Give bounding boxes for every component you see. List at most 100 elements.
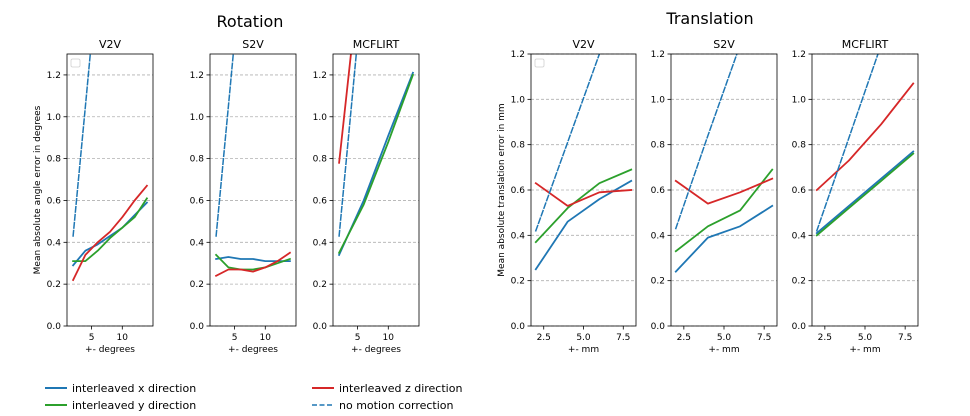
series-line [72, 197, 149, 263]
y-tick-label: 0.2 [313, 280, 327, 290]
y-tick-label: 0.6 [190, 196, 205, 206]
y-tick-label: 0.4 [313, 238, 328, 248]
series-line [337, 71, 415, 257]
y-tick-label: 0.8 [511, 141, 526, 151]
series-line [534, 54, 601, 232]
x-axis-label: +- degrees [228, 345, 278, 355]
series-line [674, 177, 774, 205]
legend-label: interleaved z direction [339, 382, 462, 395]
legend: interleaved x direction interleaved y dir… [45, 382, 462, 412]
y-tick-label: 0.0 [190, 322, 205, 332]
x-tick-label: 5 [232, 333, 238, 343]
axes-frame [530, 53, 637, 327]
x-tick-label: 2.5 [818, 333, 832, 343]
y-tick-label: 0.6 [313, 196, 328, 206]
x-tick-label: 2.5 [537, 333, 551, 343]
series-group [214, 54, 292, 278]
x-tick-label: 2.5 [677, 333, 691, 343]
y-tick-label: 1.0 [651, 95, 666, 105]
x-tick-label: 5.0 [576, 333, 591, 343]
x-tick-label: 10 [383, 333, 395, 343]
series-group [534, 54, 633, 271]
series-group [815, 54, 915, 237]
y-tick-label: 0.4 [792, 231, 807, 241]
axes-frame [332, 53, 420, 327]
x-tick-label: 5 [355, 333, 361, 343]
y-tick-label: 1.2 [47, 71, 61, 81]
y-tick-label: 0.8 [190, 155, 205, 165]
y-tick-label: 0.4 [190, 238, 205, 248]
y-tick-label: 0.2 [511, 277, 525, 287]
y-axis-label: Mean absolute translation error in mm [497, 103, 507, 276]
y-tick-label: 0.6 [792, 186, 807, 196]
y-tick-label: 0.0 [47, 322, 62, 332]
group-title-translation: Translation [665, 9, 753, 28]
series-line [534, 179, 633, 271]
series-line [534, 181, 633, 207]
y-tick-label: 0.8 [792, 141, 807, 151]
series-line [214, 253, 292, 271]
y-tick-label: 0.8 [47, 155, 62, 165]
series-line [214, 251, 292, 278]
series-line [71, 201, 149, 267]
y-tick-label: 0.6 [511, 186, 526, 196]
y-tick-label: 0.4 [47, 238, 62, 248]
axes-frame [66, 53, 154, 327]
series-line [674, 204, 774, 273]
legend-label: interleaved y direction [72, 399, 196, 412]
y-tick-label: 0.4 [511, 231, 526, 241]
panel-title: MCFLIRT [353, 38, 400, 51]
panel-title: V2V [99, 38, 122, 51]
chart-panel-1: 0.0 0.2 0.4 0.6 0.8 1.0 1.2 5 10 V2V +- degrees Mea… [33, 38, 154, 355]
series-group [71, 54, 149, 282]
x-axis-label: +- mm [849, 345, 880, 355]
chart-panel-3: 0.0 0.2 0.4 0.6 0.8 1.0 1.2 5 10 MCFLIRT +- degree… [313, 38, 420, 355]
series-line [674, 168, 774, 253]
series-line [71, 184, 149, 282]
y-tick-label: 1.0 [190, 113, 205, 123]
empty-legend-box [534, 58, 545, 68]
panel-title: S2V [713, 38, 735, 51]
x-tick-label: 7.5 [898, 333, 912, 343]
y-tick-label: 0.0 [313, 322, 328, 332]
panel-title: V2V [572, 38, 595, 51]
y-tick-label: 1.2 [511, 50, 525, 60]
y-tick-label: 1.2 [651, 50, 665, 60]
x-axis-label: +- mm [568, 345, 599, 355]
series-group [674, 54, 774, 273]
series-line [815, 150, 915, 235]
y-tick-label: 1.0 [47, 113, 62, 123]
y-tick-label: 0.2 [651, 277, 665, 287]
x-axis-label: +- degrees [85, 345, 135, 355]
series-line [815, 54, 879, 232]
chart-panel-2: 0.0 0.2 0.4 0.6 0.8 1.0 1.2 5 10 S2V +- degrees [190, 38, 297, 355]
group-title-rotation: Rotation [217, 12, 284, 31]
chart-panel-4: 0.0 0.2 0.4 0.6 0.8 1.0 1.2 2.5 5.0 7.5 V2V +- mm Me… [497, 38, 637, 355]
series-group [337, 54, 415, 257]
axes-frame [811, 53, 919, 327]
chart-panel-5: 0.0 0.2 0.4 0.6 0.8 1.0 1.2 2.5 5.0 7.5 S2V +- mm [651, 38, 778, 355]
x-tick-label: 10 [260, 333, 272, 343]
y-tick-label: 0.6 [651, 186, 666, 196]
legend-label: no motion correction [339, 399, 454, 412]
y-tick-label: 0.8 [651, 141, 666, 151]
empty-legend-box [70, 58, 81, 68]
y-tick-label: 1.0 [792, 95, 807, 105]
y-tick-label: 1.0 [511, 95, 526, 105]
x-axis-label: +- mm [708, 345, 739, 355]
y-tick-label: 0.2 [190, 280, 204, 290]
x-tick-label: 7.5 [757, 333, 771, 343]
series-line [674, 54, 738, 230]
y-tick-label: 0.2 [792, 277, 806, 287]
series-line [338, 54, 358, 237]
panel-title: S2V [242, 38, 264, 51]
x-tick-label: 5 [89, 333, 95, 343]
series-line [337, 73, 415, 255]
x-tick-label: 5.0 [717, 333, 732, 343]
y-tick-label: 0.0 [511, 322, 526, 332]
series-line [815, 152, 915, 237]
y-axis-label: Mean absolute angle error in degrees [33, 105, 43, 274]
y-tick-label: 0.2 [47, 280, 61, 290]
x-tick-label: 5.0 [858, 333, 873, 343]
